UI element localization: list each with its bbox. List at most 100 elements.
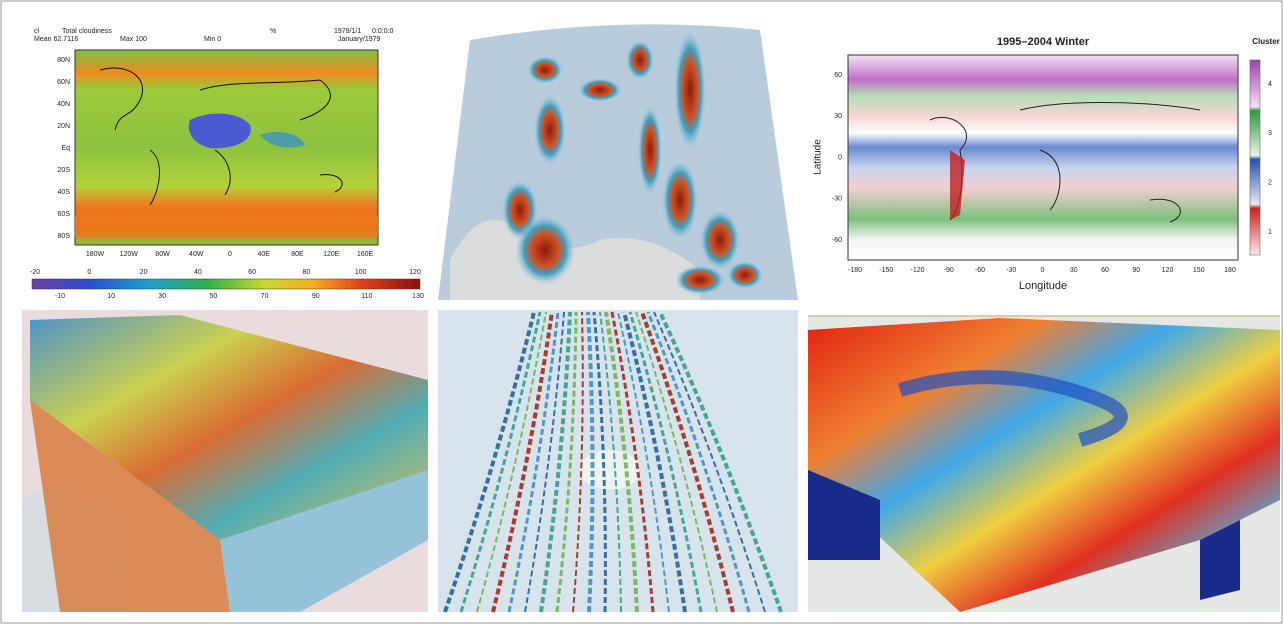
x-axis-label: Longitude: [1019, 280, 1067, 292]
colorbar-label: -10: [55, 293, 65, 300]
coastlines: [99, 67, 343, 206]
lon-tick: -150: [879, 267, 893, 274]
lon-tick: 150: [1193, 267, 1205, 274]
slab-top: [808, 318, 1280, 612]
cluster-colorbar: [1249, 59, 1261, 256]
panel-streamlines: [438, 310, 798, 613]
colorbar-label: 0: [87, 269, 91, 276]
header-max: Max 100: [120, 36, 147, 43]
lat-label: Eq: [61, 145, 70, 152]
streamline: [555, 311, 578, 613]
colorbar-label: 30: [158, 293, 166, 300]
cluster-label: 4: [1268, 81, 1272, 88]
lon-tick: 60: [1101, 267, 1109, 274]
colorbar-label: 90: [312, 293, 320, 300]
lon-tick: 0: [1041, 267, 1045, 274]
sahara: [188, 113, 251, 149]
header-long-name: Total cloudiness: [62, 28, 112, 35]
colorbar-label: 80: [303, 269, 311, 276]
colorbar-label: 110: [361, 293, 372, 300]
panel-volume-box: [22, 310, 428, 612]
streamline: [586, 311, 595, 613]
streamline: [635, 311, 718, 613]
header-mean: Mean 62.7116: [34, 36, 78, 43]
streamline: [459, 311, 542, 613]
lon-label: 180W: [86, 251, 105, 258]
cloud-blob: [662, 160, 698, 240]
y-axis-label: Latitude: [813, 139, 824, 175]
header-period: January/1979: [338, 36, 381, 43]
lat-tick: -60: [832, 237, 842, 244]
colorbar-label: 50: [210, 293, 218, 300]
cluster-label: 3: [1268, 130, 1272, 137]
lon-tick: -90: [944, 267, 954, 274]
colorbar-label: 40: [194, 269, 202, 276]
lon-label: 40E: [258, 251, 271, 258]
lat-label: 40S: [58, 189, 71, 196]
streamline: [491, 311, 554, 613]
colorbar-label: 60: [248, 269, 256, 276]
streamline: [658, 311, 783, 613]
cluster-label: 2: [1268, 180, 1272, 187]
streamline: [628, 311, 703, 613]
coastlines: [929, 102, 1201, 223]
cloud-blob: [515, 215, 575, 285]
legend-title: Cluster: [1252, 37, 1280, 46]
header-time: 0:0:0:0: [372, 28, 394, 35]
slab-right: [1200, 520, 1240, 600]
cloud-blob: [674, 30, 706, 150]
lat-label: 80N: [57, 57, 70, 64]
panel-heat-slab: [808, 315, 1280, 612]
cloud-blob: [626, 40, 654, 80]
streamline: [653, 311, 766, 613]
lat-label: 20N: [57, 123, 70, 130]
colorbar: [31, 278, 421, 290]
dry-region: [260, 131, 305, 148]
island: [580, 450, 640, 490]
lon-label: 0: [228, 251, 232, 258]
streamline: [476, 311, 547, 613]
lon-label: 40W: [189, 251, 204, 258]
lon-tick: 180: [1224, 267, 1236, 274]
cluster-label: 1: [1268, 229, 1272, 236]
lon-tick: -120: [910, 267, 924, 274]
panel-cluster: 1995–2004 Winter Cluster Latitude Longit…: [813, 36, 1280, 292]
colorbar-label: 70: [261, 293, 269, 300]
header-min: Min 0: [204, 36, 221, 43]
lon-tick: 120: [1162, 267, 1174, 274]
streamline: [599, 311, 622, 613]
lat-label: 80S: [58, 233, 71, 240]
cloud-blob: [727, 261, 763, 289]
cloud-blob: [534, 95, 566, 165]
lon-label: 160E: [357, 251, 374, 258]
streamline: [640, 311, 735, 613]
lat-label: 20S: [58, 167, 71, 174]
streamline: [622, 311, 687, 613]
colorbar-label: 100: [355, 269, 367, 276]
landmass: [450, 220, 700, 300]
streamline: [646, 311, 751, 613]
cold-front: [897, 370, 1128, 447]
volume-top: [30, 315, 428, 540]
streamline: [507, 311, 560, 613]
southern-band: [75, 215, 378, 237]
lat-label: 40N: [57, 101, 70, 108]
streamline: [592, 311, 607, 613]
cluster-red-sa: [950, 150, 965, 220]
panel-cloudiness: cl Total cloudiness % 1979/1/1 0:0:0:0 M…: [30, 28, 424, 300]
cluster-title: 1995–2004 Winter: [997, 36, 1090, 48]
streamline: [572, 311, 584, 613]
cloud-blob: [700, 210, 740, 270]
volume-side: [30, 400, 230, 612]
lon-tick: 30: [1070, 267, 1078, 274]
header-variable: cl: [34, 28, 40, 35]
lon-tick: -180: [848, 267, 862, 274]
cloud-blob: [675, 265, 725, 295]
streamline: [617, 311, 670, 613]
colorbar-label: 120: [409, 269, 421, 276]
lat-tick: 0: [838, 154, 842, 161]
streamline: [539, 311, 572, 613]
cloud-blob: [527, 56, 563, 84]
panel-globe-volume: [438, 24, 798, 300]
